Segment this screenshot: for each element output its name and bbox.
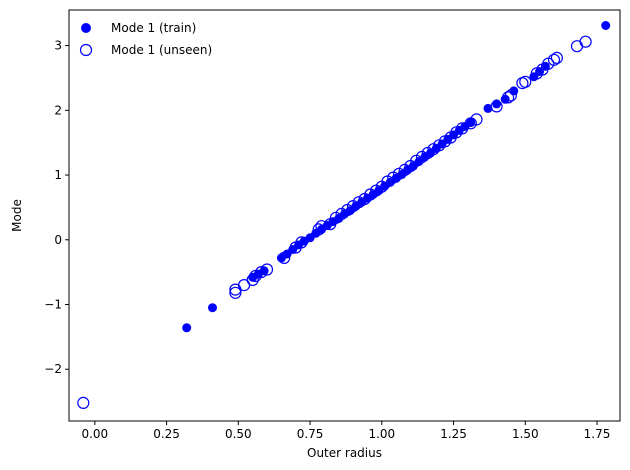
unseen-point: [255, 266, 268, 279]
unseen-point: [547, 53, 561, 66]
train-point: [182, 323, 192, 333]
y-tick-label: 3: [54, 39, 62, 53]
legend-marker-unseen: [79, 43, 93, 57]
legend-label-train: Mode 1 (train): [111, 21, 196, 35]
x-tick-label: 1.75: [584, 427, 611, 441]
y-axis-ticks: −2 −1 0 1 2 3: [44, 39, 69, 376]
unseen-point: [260, 263, 274, 276]
y-tick-label: −1: [44, 297, 62, 311]
x-tick-label: 0.25: [153, 427, 180, 441]
y-axis-label: Mode: [10, 199, 24, 232]
x-tick-label: 0.00: [81, 427, 108, 441]
unseen-point: [246, 273, 259, 286]
x-tick-label: 1.50: [512, 427, 539, 441]
unseen-point: [315, 220, 328, 233]
x-tick-label: 0.75: [297, 427, 324, 441]
legend-label-unseen: Mode 1 (unseen): [111, 43, 212, 57]
unseen-point: [519, 75, 532, 88]
unseen-point: [550, 51, 564, 65]
train-point: [208, 303, 217, 313]
train-point: [601, 21, 611, 30]
x-axis-label: Outer radius: [307, 446, 382, 460]
unseen-point: [352, 196, 365, 209]
train-point: [466, 118, 476, 128]
plot-frame: [68, 9, 621, 422]
x-tick-label: 1.25: [440, 427, 467, 441]
unseen-point: [229, 286, 242, 299]
data-points: [77, 21, 611, 409]
unseen-point: [579, 35, 592, 48]
legend-marker-train: [81, 23, 91, 33]
x-tick-label: 0.50: [225, 427, 252, 441]
y-tick-label: −2: [44, 362, 62, 376]
legend: Mode 1 (train) Mode 1 (unseen): [79, 21, 212, 57]
unseen-point: [295, 236, 308, 249]
unseen-point: [77, 396, 90, 409]
y-tick-label: 1: [54, 168, 62, 182]
y-tick-label: 0: [54, 233, 62, 247]
unseen-point: [504, 89, 517, 102]
x-axis-ticks: 0.00 0.25 0.50 0.75 1.00 1.25 1.50 1.75: [81, 421, 610, 441]
y-tick-label: 2: [54, 103, 62, 117]
unseen-point: [470, 113, 483, 126]
unseen-point: [490, 100, 503, 113]
x-tick-label: 1.00: [368, 427, 395, 441]
train-point: [483, 103, 493, 113]
unseen-point: [312, 223, 325, 236]
unseen-point: [278, 251, 291, 264]
unseen-point: [502, 91, 515, 104]
